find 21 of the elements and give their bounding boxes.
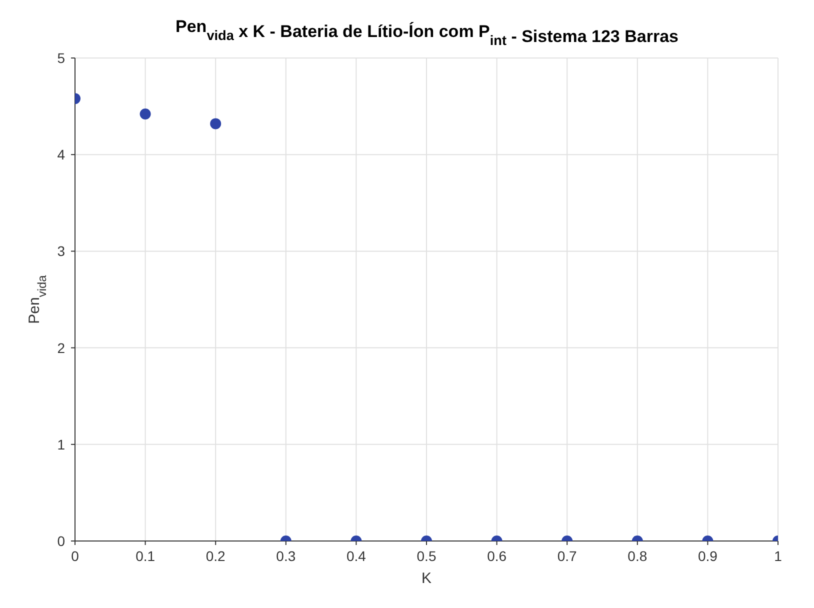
x-axis-title: K [421,570,432,587]
y-tick-label: 0 [57,532,66,549]
x-tick-label: 0.3 [276,548,296,564]
y-tick-label: 5 [57,50,66,66]
point [210,118,222,130]
x-tick-label: 1 [774,548,782,564]
x-tick-label: 0.8 [628,548,648,564]
y-tick-label: 1 [57,436,66,452]
y-tick-label: 3 [57,243,66,260]
x-tick-label: 0.2 [206,548,226,564]
x-tick-label: 0 [71,548,80,564]
x-tick-label: 0.4 [346,548,366,564]
x-tick-label: 0.1 [136,548,156,564]
y-tick-label: 4 [57,146,66,163]
x-tick-label: 0.7 [557,548,578,564]
x-tick-label: 0.5 [416,548,436,564]
x-tick-label: 0.6 [487,548,507,564]
y-tick-label: 2 [57,340,66,356]
point [140,108,151,120]
x-tick-label: 0.9 [698,548,718,564]
chart-title: Pen$_{vida}$ x K - Bateria de Lítio-Íon com P$_{int}$ - Sistema 123 Barras [176,17,678,48]
